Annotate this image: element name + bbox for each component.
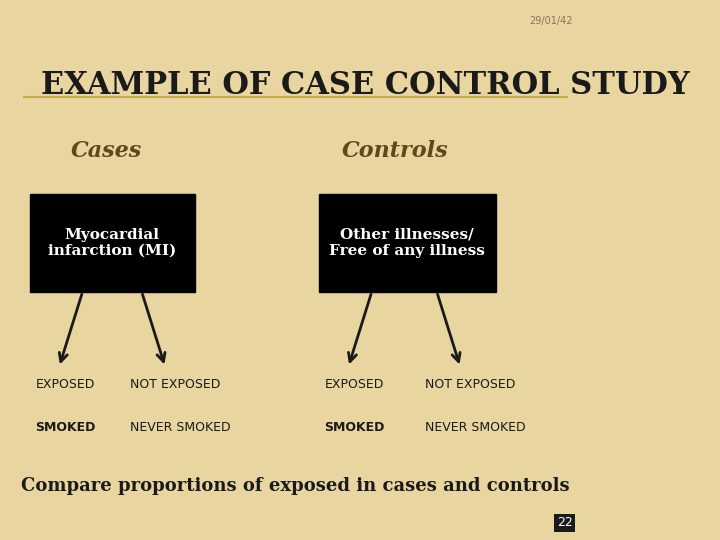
Text: NEVER SMOKED: NEVER SMOKED (130, 421, 230, 434)
Text: SMOKED: SMOKED (325, 421, 385, 434)
Text: 22: 22 (557, 516, 572, 529)
Text: Myocardial
infarction (MI): Myocardial infarction (MI) (48, 228, 176, 258)
FancyBboxPatch shape (319, 194, 496, 292)
Text: NOT EXPOSED: NOT EXPOSED (425, 378, 516, 391)
Text: SMOKED: SMOKED (35, 421, 96, 434)
Text: Controls: Controls (342, 140, 449, 162)
Text: Compare proportions of exposed in cases and controls: Compare proportions of exposed in cases … (21, 477, 570, 495)
Text: EXPOSED: EXPOSED (325, 378, 384, 391)
FancyBboxPatch shape (30, 194, 195, 292)
Text: NEVER SMOKED: NEVER SMOKED (425, 421, 526, 434)
Text: Cases: Cases (71, 140, 142, 162)
Text: EXAMPLE OF CASE CONTROL STUDY: EXAMPLE OF CASE CONTROL STUDY (41, 70, 690, 101)
Text: EXPOSED: EXPOSED (35, 378, 95, 391)
Text: 29/01/42: 29/01/42 (529, 16, 572, 26)
Text: NOT EXPOSED: NOT EXPOSED (130, 378, 220, 391)
Text: Other illnesses/
Free of any illness: Other illnesses/ Free of any illness (329, 228, 485, 258)
